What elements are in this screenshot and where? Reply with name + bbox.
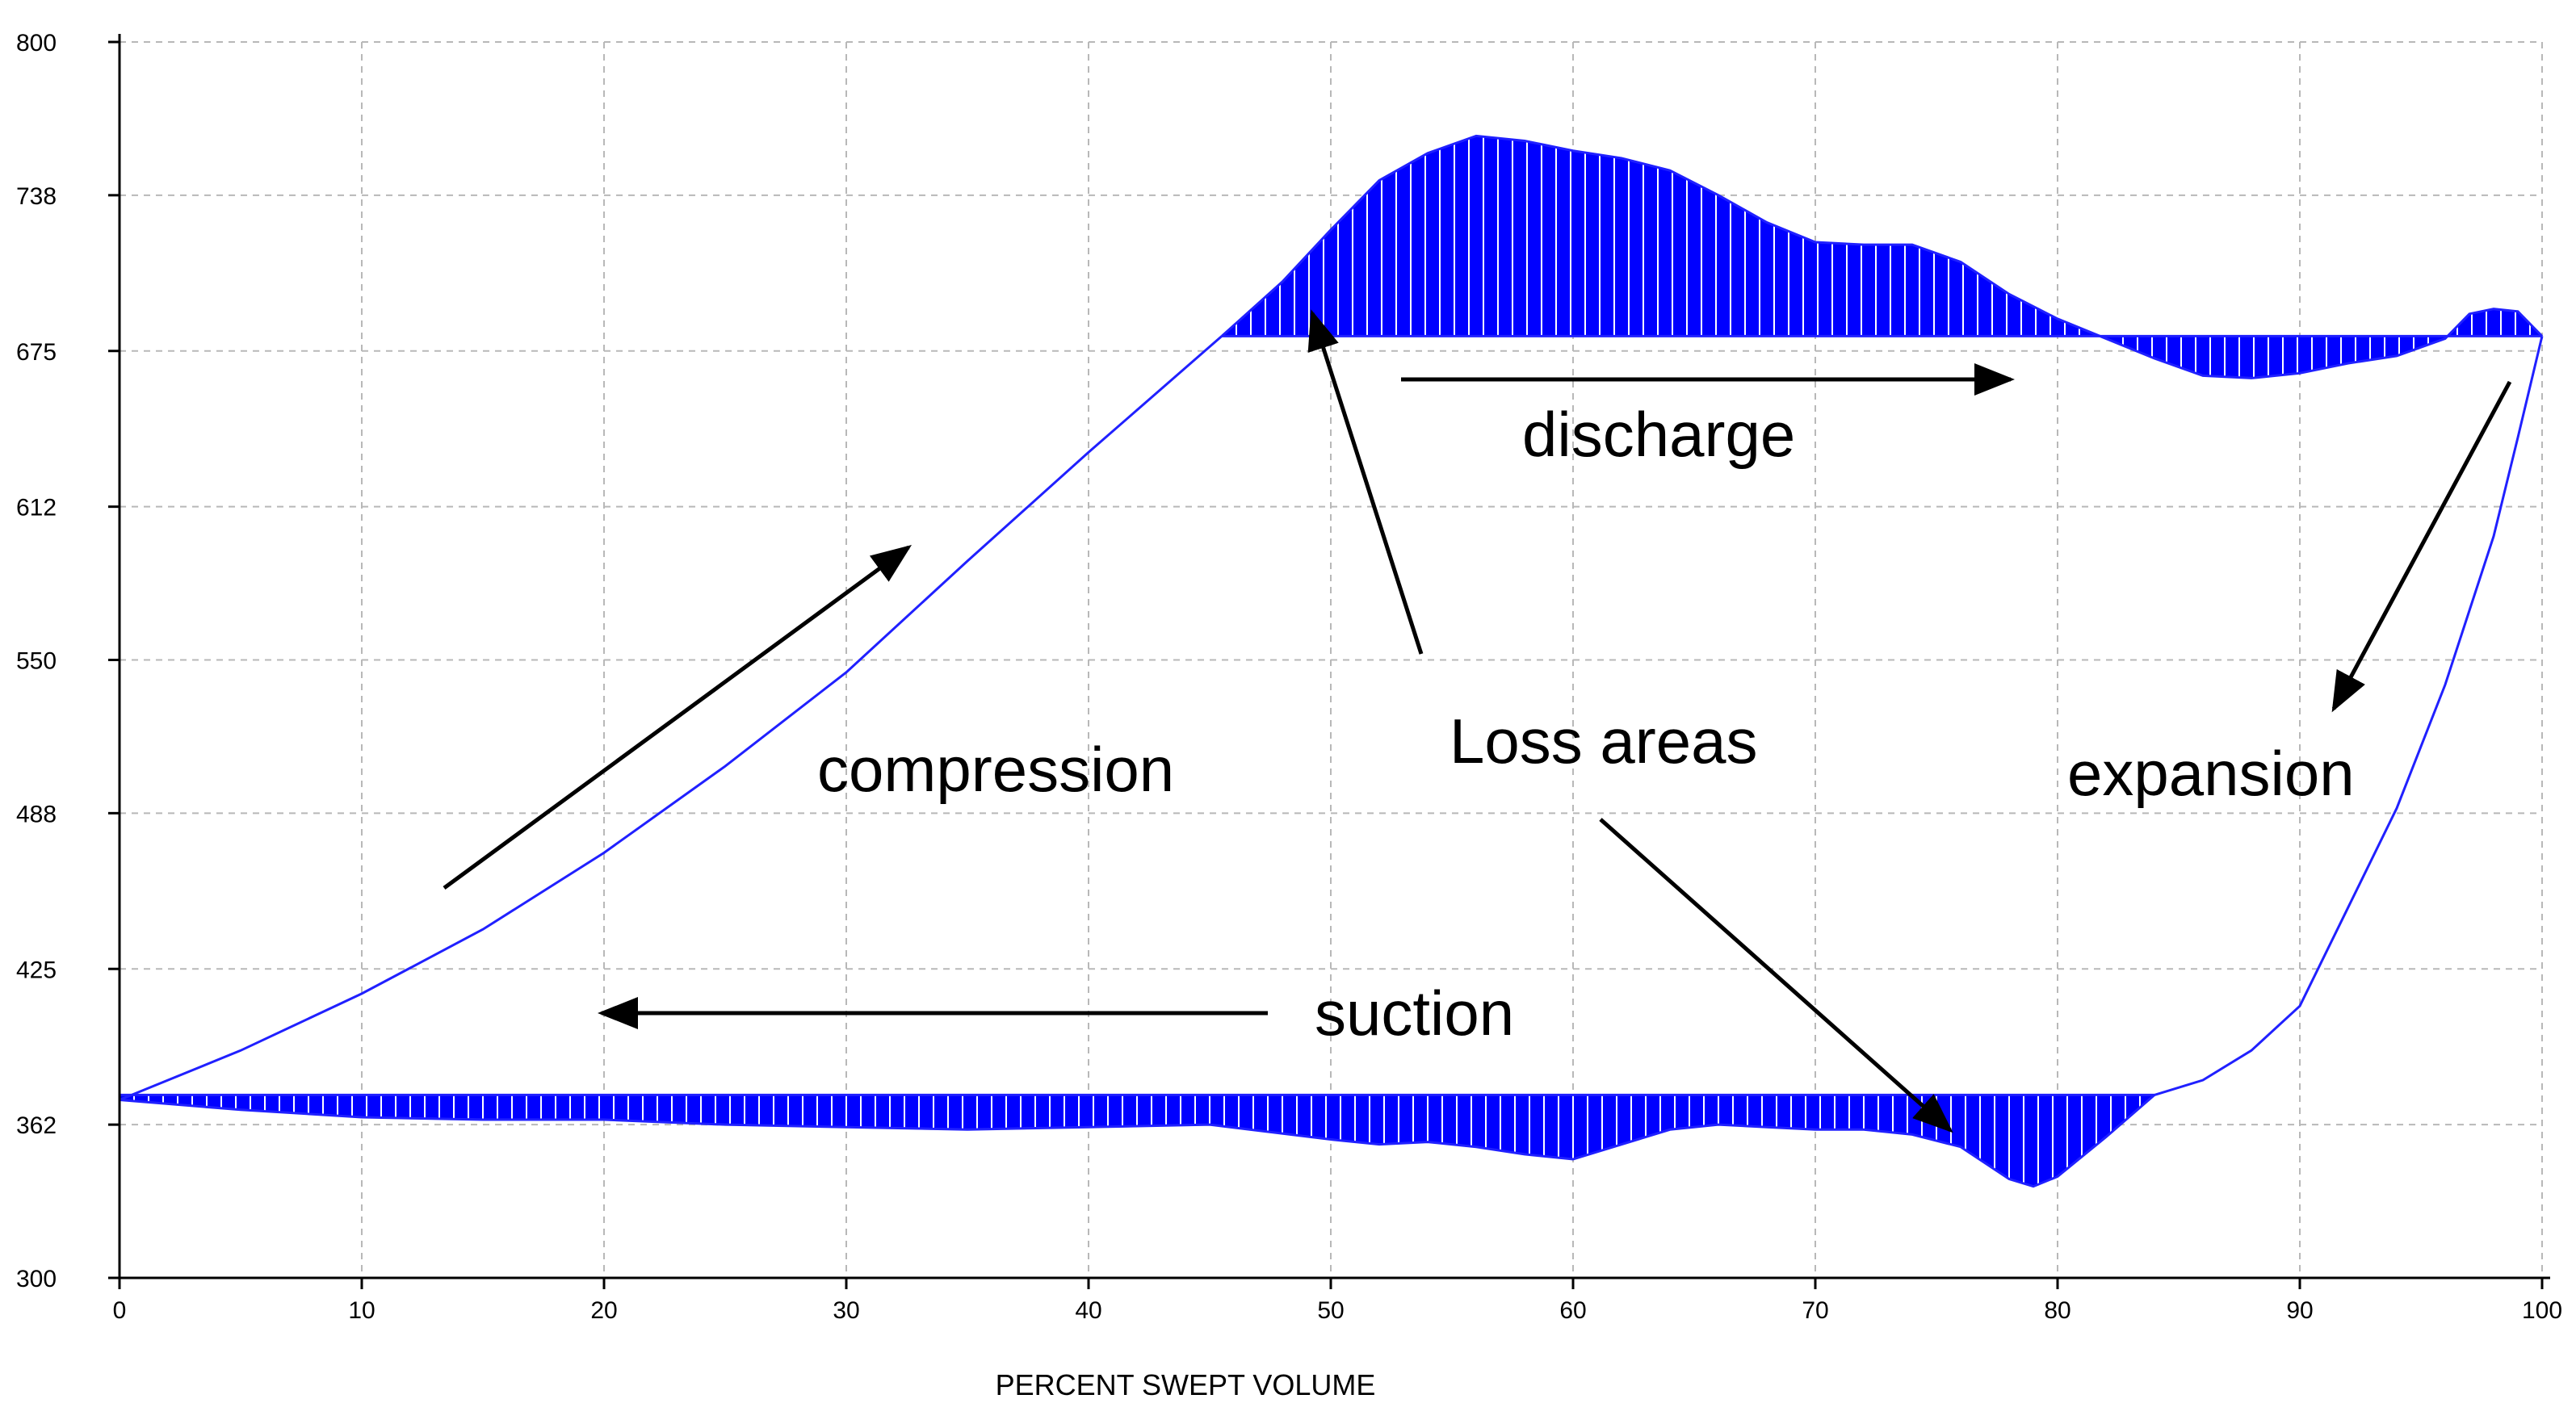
y-tick-label: 675 — [16, 339, 57, 366]
series-suction-line — [119, 1094, 2155, 1188]
loss-area-discharge — [1222, 136, 2542, 379]
y-tick-label: 738 — [16, 183, 57, 210]
annotation-discharge: discharge — [1522, 399, 1795, 470]
tick-labels: 300 362 425 488 550 612 675 738 800 0 10 20 30 40 50 60… — [16, 30, 2562, 1324]
annotations: compression discharge Loss areas expansi… — [443, 309, 2512, 1133]
arrow-compression — [443, 545, 913, 890]
series-compression-line — [119, 335, 1223, 1101]
annotation-compression: compression — [817, 734, 1174, 805]
arrow-expansion — [2331, 380, 2512, 713]
grid-lines — [120, 41, 2543, 1278]
series-discharge-line — [1220, 134, 2544, 379]
y-tick-label: 425 — [16, 957, 57, 983]
y-tick-label: 550 — [16, 648, 57, 675]
annotation-suction: suction — [1315, 978, 1514, 1049]
arrow-loss-lower — [1599, 818, 1953, 1133]
y-tick-label: 612 — [16, 495, 57, 521]
x-tick-label: 100 — [2522, 1297, 2562, 1324]
x-tick-label: 20 — [590, 1297, 617, 1324]
x-tick-label: 0 — [113, 1297, 127, 1324]
axes — [108, 34, 2550, 1289]
x-tick-label: 70 — [1802, 1297, 1828, 1324]
curve-layer — [119, 134, 2544, 1188]
x-tick-label: 40 — [1075, 1297, 1101, 1324]
y-tick-label: 300 — [16, 1266, 57, 1292]
series-expansion-line — [2154, 336, 2544, 1096]
y-tick-label: 362 — [16, 1112, 57, 1139]
x-tick-label: 60 — [1559, 1297, 1586, 1324]
x-tick-label: 80 — [2044, 1297, 2070, 1324]
x-tick-label: 30 — [833, 1297, 859, 1324]
x-axis-title: PERCENT SWEPT VOLUME — [996, 1368, 1376, 1401]
x-tick-label: 50 — [1317, 1297, 1344, 1324]
arrow-loss-upper — [1307, 309, 1424, 655]
x-tick-label: 10 — [348, 1297, 375, 1324]
annotation-loss-areas: Loss areas — [1450, 706, 1758, 777]
y-tick-label: 488 — [16, 801, 57, 827]
y-tick-label: 800 — [16, 30, 57, 57]
annotation-expansion: expansion — [2067, 738, 2355, 809]
loss-areas — [120, 136, 2542, 1187]
x-tick-label: 90 — [2286, 1297, 2313, 1324]
